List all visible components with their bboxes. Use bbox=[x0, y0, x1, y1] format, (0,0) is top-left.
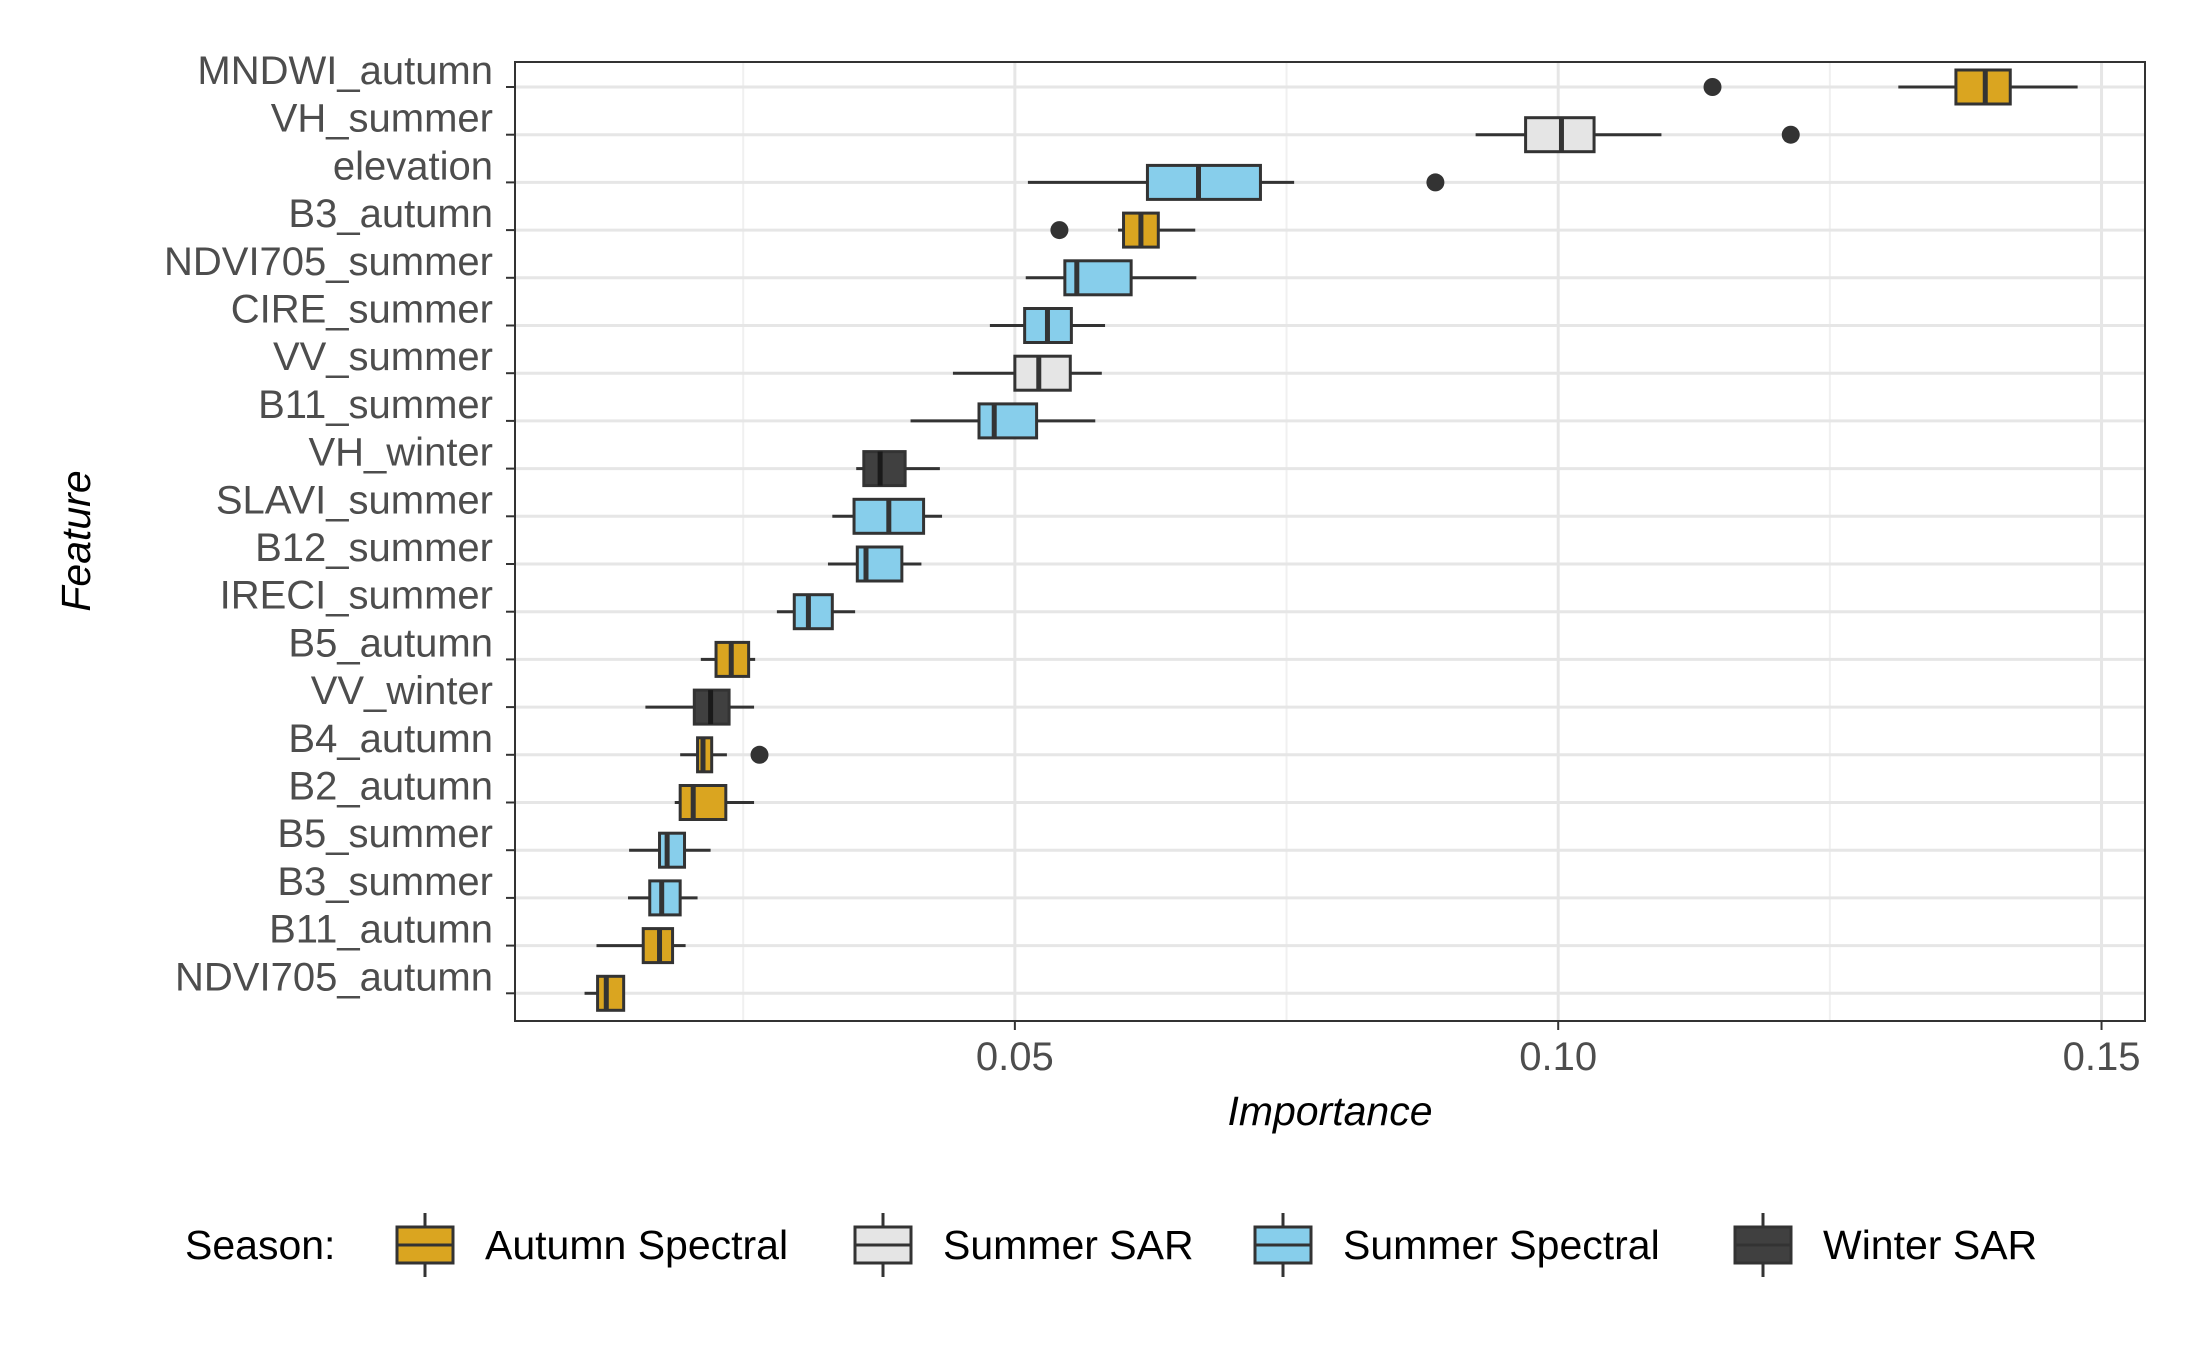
legend-item: Summer Spectral bbox=[1253, 1213, 1660, 1277]
x-axis-title: Importance bbox=[1227, 1088, 1432, 1134]
box-group bbox=[776, 593, 856, 631]
box-group bbox=[674, 784, 755, 821]
y-axis-title: Feature bbox=[53, 470, 99, 611]
box-group bbox=[856, 450, 940, 488]
y-tick-label: MNDWI_autumn bbox=[197, 49, 493, 93]
y-tick-label: VH_summer bbox=[271, 97, 493, 141]
y-tick-label: NDVI705_summer bbox=[164, 240, 493, 284]
y-tick-label: VH_winter bbox=[308, 431, 493, 475]
box-group bbox=[910, 402, 1096, 440]
box-group bbox=[1025, 259, 1197, 297]
legend-item: Summer SAR bbox=[853, 1213, 1194, 1277]
legend-label: Winter SAR bbox=[1823, 1222, 2037, 1268]
box-iqr bbox=[1013, 354, 1072, 392]
box-group bbox=[989, 307, 1106, 344]
y-tick-label: SLAVI_summer bbox=[216, 478, 493, 522]
box-group bbox=[700, 640, 756, 678]
boxplot-marks bbox=[584, 68, 2078, 1012]
box-group bbox=[1050, 211, 1196, 249]
y-axis: MNDWI_autumnVH_summerelevationB3_autumnN… bbox=[164, 49, 515, 999]
outlier-point bbox=[1781, 125, 1800, 144]
box-group bbox=[1703, 68, 2078, 106]
y-tick-label: B11_autumn bbox=[269, 908, 493, 952]
y-tick-label: IRECI_summer bbox=[220, 574, 493, 618]
y-tick-label: CIRE_summer bbox=[231, 288, 493, 332]
box-group bbox=[628, 879, 698, 917]
box-group bbox=[680, 736, 769, 774]
box-iqr bbox=[862, 450, 907, 488]
grid-lines bbox=[515, 62, 2145, 1021]
box-iqr bbox=[792, 593, 834, 631]
box-group bbox=[1475, 116, 1800, 154]
x-tick-label: 0.10 bbox=[1519, 1035, 1597, 1079]
box-iqr bbox=[596, 974, 626, 1012]
legend-item: Winter SAR bbox=[1733, 1213, 2037, 1277]
legend-title: Season: bbox=[185, 1222, 335, 1268]
box-iqr bbox=[658, 831, 687, 869]
box-group bbox=[1027, 163, 1445, 201]
x-tick-label: 0.15 bbox=[2063, 1035, 2141, 1079]
y-tick-label: B12_summer bbox=[255, 526, 493, 570]
plot-panel-border bbox=[514, 61, 2146, 1022]
box-group bbox=[827, 545, 922, 583]
box-group bbox=[832, 497, 943, 535]
box-iqr bbox=[1145, 163, 1262, 201]
outlier-point bbox=[1703, 78, 1722, 96]
outlier-point bbox=[1050, 221, 1069, 240]
box-group bbox=[596, 927, 686, 965]
y-tick-label: NDVI705_autumn bbox=[175, 955, 493, 999]
y-tick-label: B3_autumn bbox=[288, 192, 493, 236]
y-tick-label: B5_autumn bbox=[288, 621, 493, 665]
outlier-point bbox=[750, 745, 769, 764]
y-tick-label: B5_summer bbox=[277, 812, 493, 856]
box-group bbox=[629, 831, 711, 869]
x-tick-label: 0.05 bbox=[976, 1035, 1054, 1079]
box-iqr bbox=[648, 879, 682, 917]
box-iqr bbox=[977, 402, 1039, 440]
legend-item: Autumn Spectral bbox=[395, 1213, 788, 1277]
y-tick-label: VV_summer bbox=[273, 335, 493, 379]
outlier-point bbox=[1426, 173, 1445, 192]
y-tick-label: B2_autumn bbox=[288, 765, 493, 809]
x-axis: 0.05 0.10 0.15 bbox=[976, 1021, 2141, 1079]
legend-label: Summer Spectral bbox=[1343, 1222, 1660, 1268]
y-tick-label: elevation bbox=[333, 144, 493, 188]
y-tick-label: B3_summer bbox=[277, 860, 493, 904]
box-iqr bbox=[678, 784, 728, 821]
box-group bbox=[584, 974, 626, 1012]
y-tick-label: VV_winter bbox=[311, 669, 493, 713]
legend: Season: Autumn Spectral Summer SAR Summer … bbox=[185, 1213, 2037, 1277]
legend-label: Autumn Spectral bbox=[485, 1222, 788, 1268]
y-tick-label: B11_summer bbox=[258, 383, 493, 427]
box-group bbox=[645, 688, 755, 726]
box-group bbox=[952, 354, 1102, 392]
y-tick-label: B4_autumn bbox=[288, 717, 493, 761]
legend-label: Summer SAR bbox=[943, 1222, 1194, 1268]
